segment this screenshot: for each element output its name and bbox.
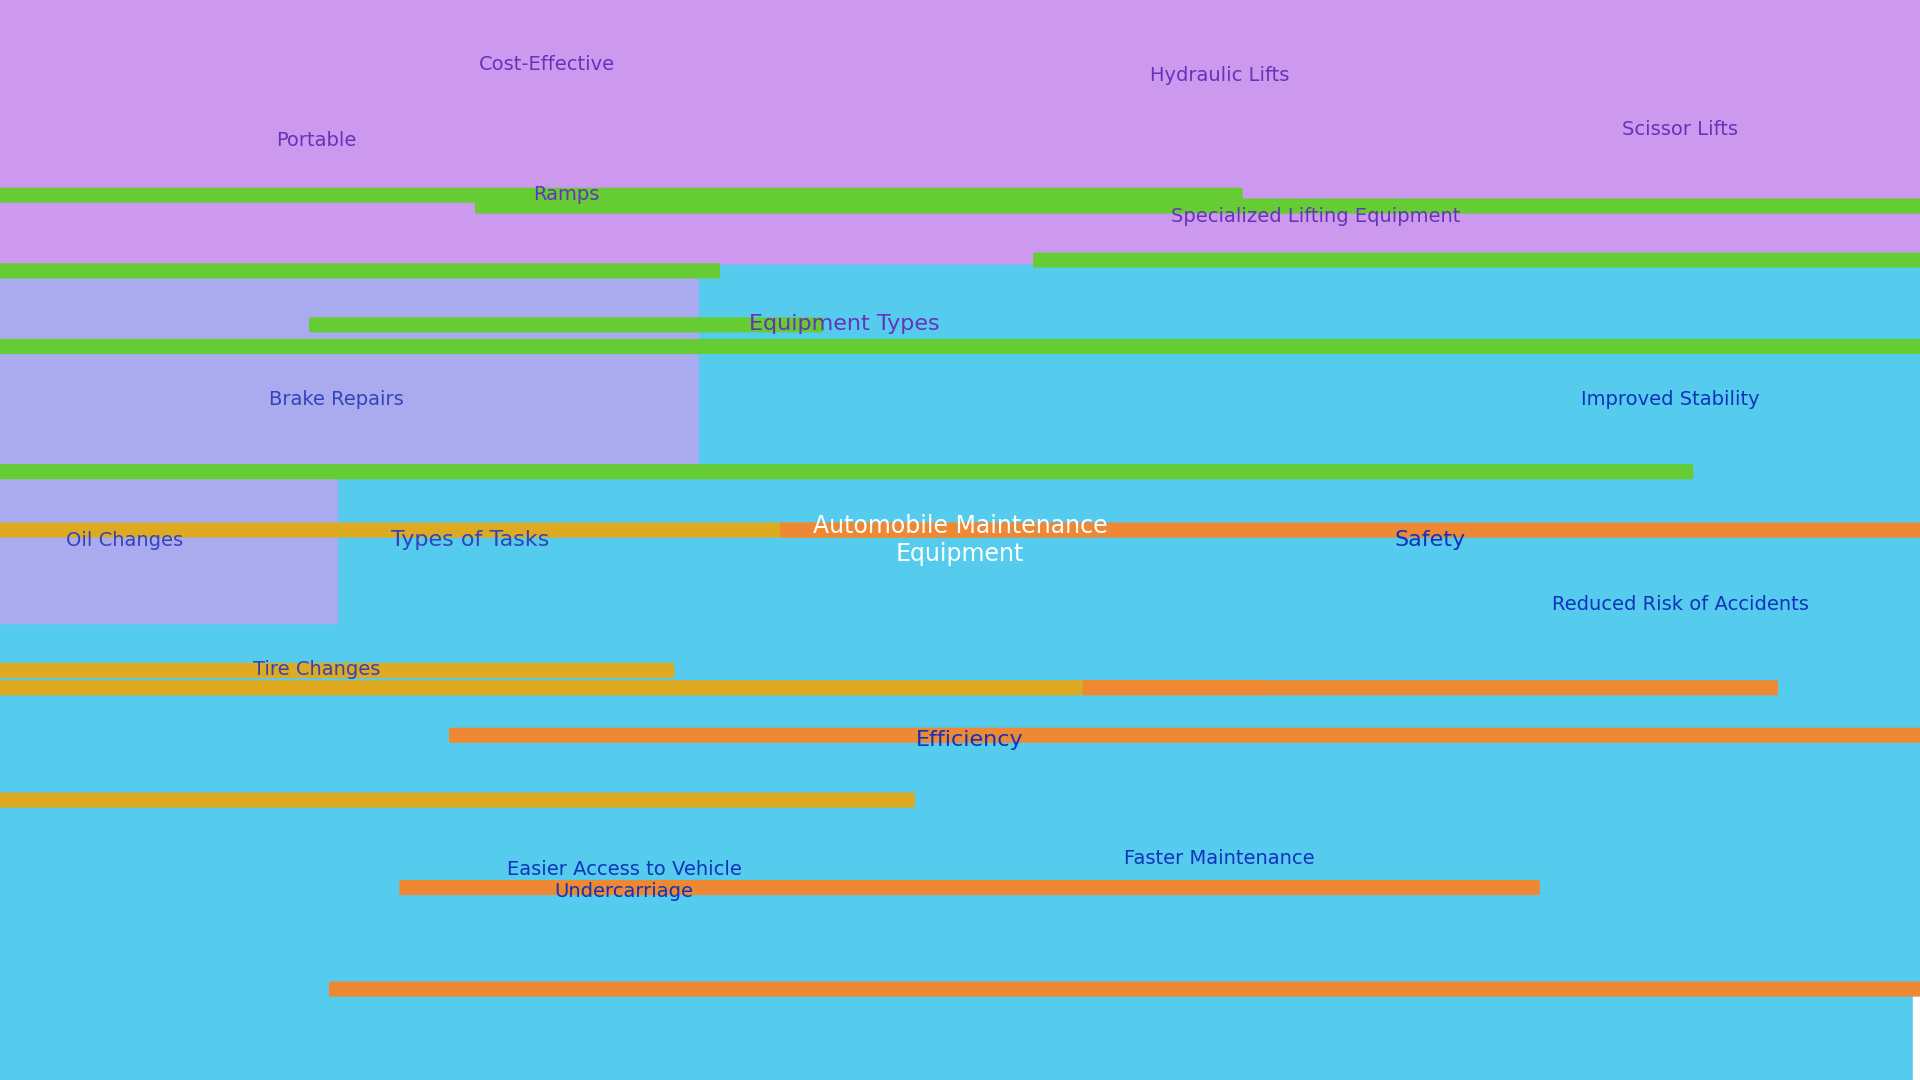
Text: Equipment Types: Equipment Types [749,314,941,334]
FancyBboxPatch shape [328,982,1920,997]
Text: Hydraulic Lifts: Hydraulic Lifts [1150,66,1288,85]
Text: Portable: Portable [276,131,357,150]
FancyBboxPatch shape [0,5,758,275]
FancyBboxPatch shape [338,470,1920,740]
Text: Cost-Effective: Cost-Effective [480,55,614,75]
FancyBboxPatch shape [248,724,1920,994]
FancyBboxPatch shape [346,588,1594,892]
FancyBboxPatch shape [309,318,824,333]
Text: Efficiency: Efficiency [916,730,1023,750]
FancyBboxPatch shape [1083,680,1778,696]
Text: Improved Stability: Improved Stability [1580,390,1761,409]
Text: Tire Changes: Tire Changes [253,660,380,679]
FancyBboxPatch shape [780,523,1920,538]
FancyBboxPatch shape [0,188,1242,203]
FancyBboxPatch shape [0,172,1770,476]
FancyBboxPatch shape [0,81,1920,351]
FancyBboxPatch shape [407,0,1920,211]
FancyBboxPatch shape [0,464,1693,480]
FancyBboxPatch shape [0,535,972,805]
Text: Automobile Maintenance
Equipment: Automobile Maintenance Equipment [812,514,1108,566]
Text: Oil Changes: Oil Changes [65,530,184,550]
FancyBboxPatch shape [0,265,1043,535]
Text: Faster Maintenance: Faster Maintenance [1123,849,1315,868]
Text: Types of Tasks: Types of Tasks [392,530,549,550]
FancyBboxPatch shape [474,199,1920,214]
FancyBboxPatch shape [282,59,851,329]
FancyBboxPatch shape [449,728,1920,743]
Text: Brake Repairs: Brake Repairs [269,390,403,409]
FancyBboxPatch shape [0,523,983,538]
Text: Specialized Lifting Equipment: Specialized Lifting Equipment [1171,206,1459,226]
FancyBboxPatch shape [0,339,1920,354]
FancyBboxPatch shape [0,388,1336,692]
Text: Scissor Lifts: Scissor Lifts [1622,120,1738,139]
Text: Easier Access to Vehicle
Undercarriage: Easier Access to Vehicle Undercarriage [507,860,741,901]
FancyBboxPatch shape [973,0,1920,265]
FancyBboxPatch shape [0,624,1912,1080]
FancyBboxPatch shape [1033,253,1920,268]
Text: Ramps: Ramps [534,185,599,204]
Text: Reduced Risk of Accidents: Reduced Risk of Accidents [1551,595,1809,615]
FancyBboxPatch shape [399,880,1540,895]
FancyBboxPatch shape [0,793,916,808]
FancyBboxPatch shape [0,663,674,678]
FancyBboxPatch shape [0,405,726,675]
FancyBboxPatch shape [0,264,720,279]
FancyBboxPatch shape [1048,388,1812,692]
FancyBboxPatch shape [699,265,1920,535]
FancyBboxPatch shape [0,680,1263,696]
FancyBboxPatch shape [0,0,1308,200]
Ellipse shape [739,324,1181,756]
Text: Safety: Safety [1394,530,1467,550]
